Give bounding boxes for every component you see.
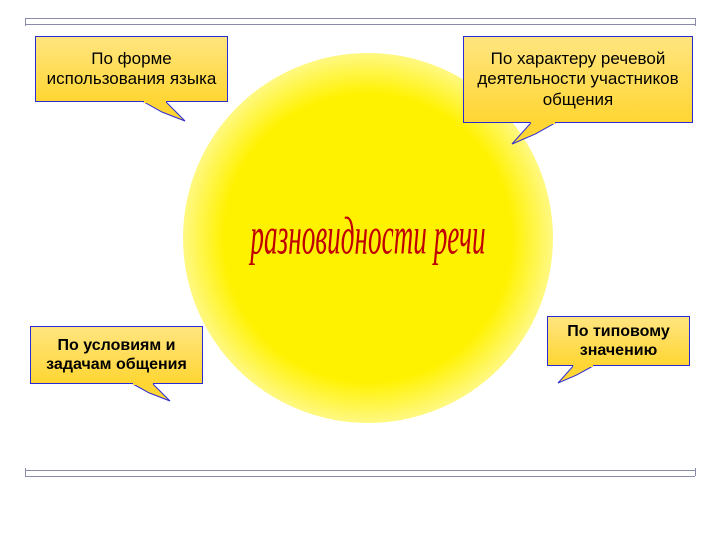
callout-tail: [511, 122, 557, 146]
callout-label: По типовому значению: [554, 322, 683, 360]
callout-tail: [132, 383, 172, 403]
callout-form-usage: По форме использования языка: [35, 36, 228, 122]
callout-tail: [143, 101, 187, 123]
callout-label: По условиям и задачам общения: [37, 336, 196, 374]
callout-box: По форме использования языка: [35, 36, 228, 102]
callout-label: По форме использования языка: [42, 49, 221, 90]
callout-label: По характеру речевой деятельности участн…: [470, 49, 686, 110]
callout-conditions-tasks: По условиям и задачам общения: [30, 326, 203, 402]
callout-tail: [557, 365, 595, 385]
callout-box: По типовому значению: [547, 316, 690, 366]
center-title: разновидности речи: [250, 209, 485, 268]
callout-box: По характеру речевой деятельности участн…: [463, 36, 693, 123]
callout-type-meaning: По типовому значению: [547, 316, 690, 384]
callout-speech-activity: По характеру речевой деятельности участн…: [463, 36, 693, 145]
callout-box: По условиям и задачам общения: [30, 326, 203, 384]
